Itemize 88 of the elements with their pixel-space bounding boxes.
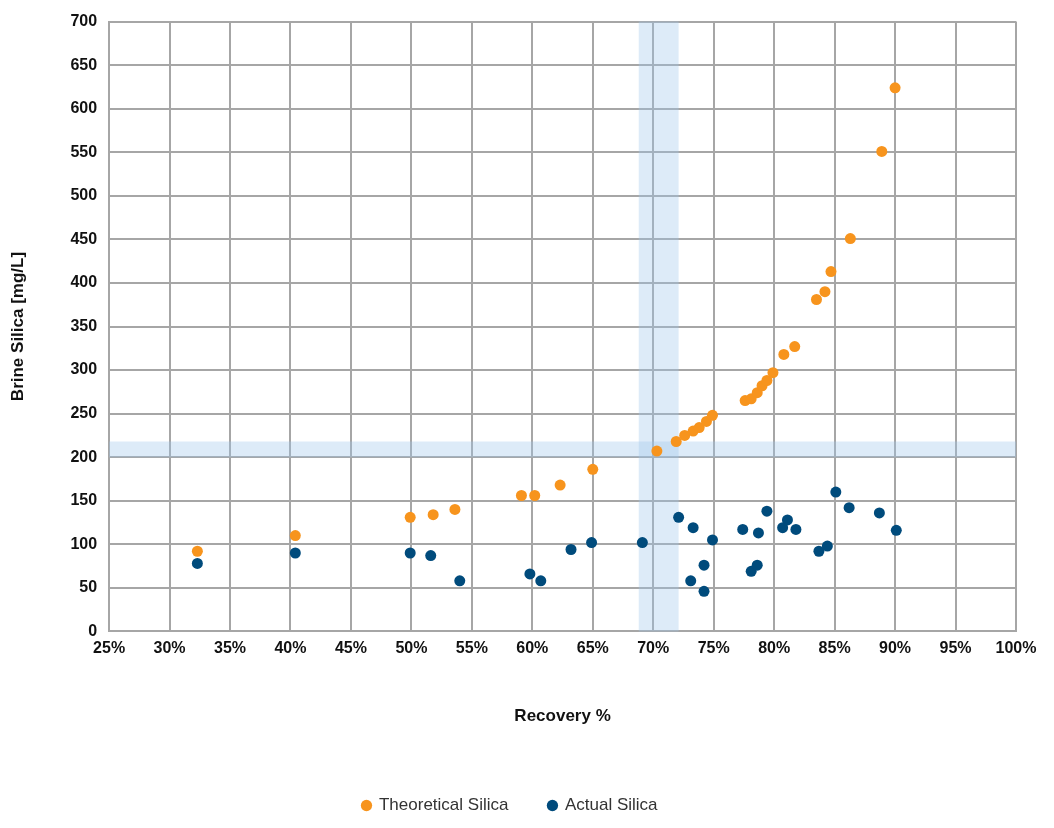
point bbox=[843, 502, 855, 514]
point bbox=[673, 511, 685, 523]
y-tick-label: 550 bbox=[70, 142, 98, 160]
x-tick-label: 95% bbox=[939, 639, 972, 657]
point bbox=[191, 557, 203, 569]
point bbox=[813, 545, 825, 557]
point bbox=[404, 511, 416, 523]
y-tick-label: 600 bbox=[70, 99, 98, 117]
y-tick-label: 100 bbox=[70, 534, 98, 552]
point bbox=[427, 509, 439, 521]
x-tick-label: 65% bbox=[576, 639, 609, 657]
point bbox=[778, 348, 790, 360]
point bbox=[289, 530, 301, 542]
point bbox=[449, 503, 461, 515]
point bbox=[706, 409, 718, 421]
y-tick-label: 300 bbox=[70, 360, 98, 378]
x-tick-label: 80% bbox=[758, 639, 791, 657]
point bbox=[535, 575, 547, 587]
y-tick-label: 200 bbox=[70, 447, 98, 465]
point bbox=[685, 575, 697, 587]
point bbox=[767, 367, 779, 379]
y-tick-label: 250 bbox=[70, 404, 98, 422]
point bbox=[636, 537, 648, 549]
point bbox=[751, 559, 763, 571]
point bbox=[565, 544, 577, 556]
point bbox=[761, 505, 773, 517]
y-tick-label: 0 bbox=[88, 621, 98, 639]
point bbox=[693, 422, 705, 434]
x-tick-label: 90% bbox=[879, 639, 912, 657]
y-tick-label: 500 bbox=[70, 186, 98, 204]
point bbox=[706, 534, 718, 546]
point bbox=[761, 375, 773, 387]
x-tick-label: 35% bbox=[214, 639, 247, 657]
x-tick-label: 75% bbox=[697, 639, 730, 657]
x-tick-label: 100% bbox=[995, 639, 1037, 657]
point bbox=[752, 527, 764, 539]
point bbox=[698, 559, 710, 571]
point bbox=[651, 445, 663, 457]
y-tick-label: 450 bbox=[70, 229, 98, 247]
legend-label: Actual Silica bbox=[564, 795, 659, 815]
point bbox=[679, 429, 691, 441]
y-axis-title: Brine Silica [mg/L] bbox=[7, 251, 27, 402]
y-tick-label: 50 bbox=[79, 578, 98, 596]
point bbox=[687, 522, 699, 534]
y-tick-label: 650 bbox=[70, 55, 98, 73]
point bbox=[810, 294, 822, 305]
point bbox=[889, 82, 901, 94]
point bbox=[404, 547, 416, 559]
x-axis-title: Recovery % bbox=[514, 706, 611, 726]
point bbox=[890, 524, 902, 536]
x-tick-label: 50% bbox=[395, 639, 428, 657]
point bbox=[825, 266, 837, 278]
x-tick-label: 70% bbox=[637, 639, 670, 657]
x-tick-label: 85% bbox=[818, 639, 851, 657]
point bbox=[454, 575, 466, 587]
point bbox=[554, 479, 566, 491]
point bbox=[789, 341, 801, 353]
x-tick-label: 40% bbox=[274, 639, 307, 657]
point bbox=[876, 145, 888, 157]
point bbox=[819, 286, 831, 298]
point bbox=[524, 568, 536, 580]
point bbox=[289, 547, 301, 559]
y-tick-label: 700 bbox=[70, 12, 98, 30]
y-tick-label: 350 bbox=[70, 316, 98, 334]
legend-label: Theoretical Silica bbox=[378, 795, 509, 815]
x-tick-label: 45% bbox=[334, 639, 367, 657]
point bbox=[586, 537, 598, 549]
point bbox=[587, 463, 599, 475]
point bbox=[737, 523, 749, 535]
y-tick-label: 150 bbox=[70, 491, 98, 509]
point bbox=[191, 545, 203, 557]
point bbox=[790, 523, 802, 535]
x-tick-label: 30% bbox=[153, 639, 186, 657]
y-tick-label: 400 bbox=[70, 273, 98, 291]
point bbox=[425, 550, 437, 562]
point bbox=[515, 490, 527, 501]
point bbox=[781, 514, 793, 526]
point bbox=[830, 486, 842, 498]
point bbox=[670, 435, 682, 447]
point bbox=[529, 490, 541, 501]
x-tick-label: 55% bbox=[455, 639, 488, 657]
point bbox=[821, 540, 833, 552]
point bbox=[873, 507, 885, 519]
point bbox=[698, 585, 710, 597]
point bbox=[844, 233, 856, 245]
x-tick-label: 60% bbox=[516, 639, 549, 657]
x-tick-label: 25% bbox=[93, 639, 126, 657]
point bbox=[777, 522, 789, 534]
